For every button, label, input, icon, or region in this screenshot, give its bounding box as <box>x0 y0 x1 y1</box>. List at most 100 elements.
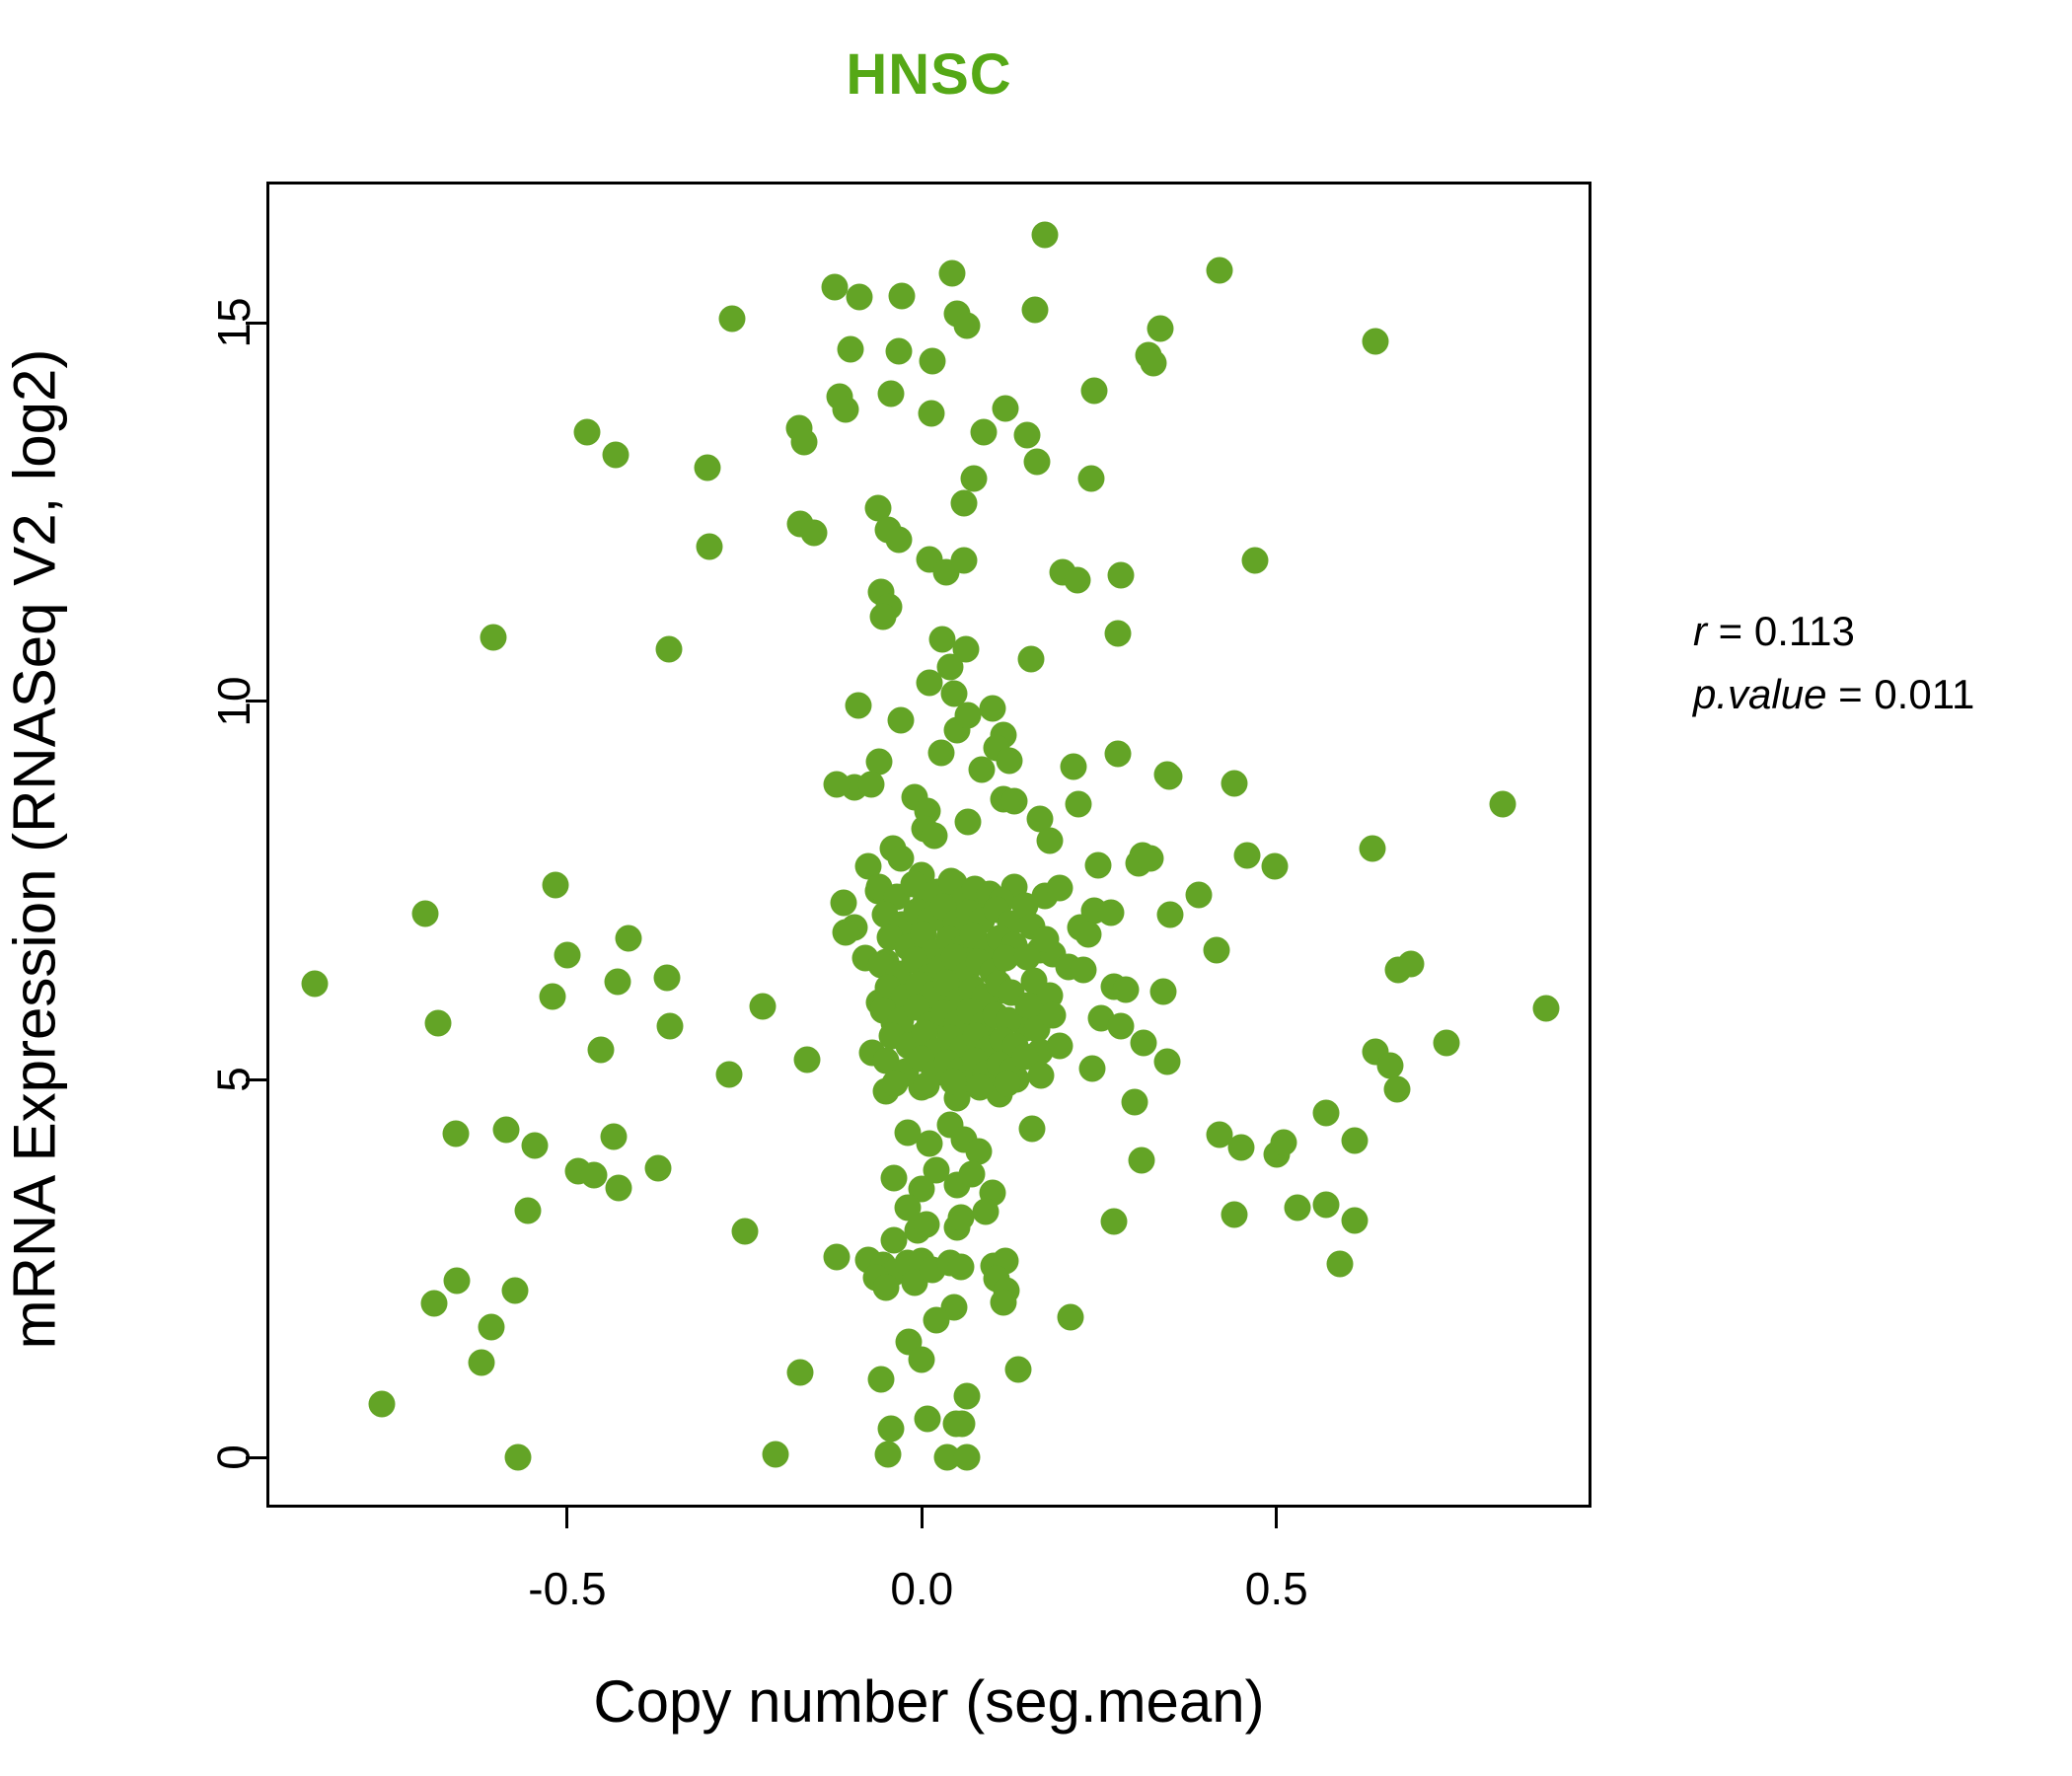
r-var: r <box>1693 608 1707 654</box>
y-axis-tick-label: 15 <box>208 297 259 348</box>
data-point <box>468 1349 495 1376</box>
plot-area: -0.5 0.0 0.5 0 5 10 15 <box>208 182 1591 1614</box>
data-point <box>411 900 439 927</box>
data-point <box>992 395 1019 422</box>
data-point <box>1064 566 1091 594</box>
x-axis-tick <box>920 1505 924 1528</box>
x-axis-tick-label: -0.5 <box>528 1563 607 1614</box>
data-point <box>874 1441 902 1468</box>
data-point <box>731 1218 759 1245</box>
data-point <box>927 739 955 767</box>
data-point <box>1227 1134 1255 1161</box>
data-point <box>958 1160 986 1188</box>
y-axis-title: mRNA Expression (RNASeq V2, log2) <box>1 348 68 1350</box>
p-eq: = <box>1826 671 1875 717</box>
data-point <box>501 1277 529 1304</box>
data-point <box>1149 978 1177 1005</box>
data-point <box>1104 620 1132 647</box>
y-axis-tick-label: 10 <box>208 676 259 727</box>
data-point <box>846 283 873 311</box>
data-point <box>908 1346 935 1373</box>
data-point <box>938 259 966 287</box>
data-point <box>947 1253 975 1281</box>
data-point <box>1013 421 1041 449</box>
data-point <box>749 993 777 1020</box>
data-point <box>914 1405 941 1433</box>
data-point <box>539 983 566 1010</box>
data-point <box>605 1174 632 1202</box>
data-point <box>424 1009 452 1037</box>
data-point <box>1312 1099 1340 1127</box>
data-point <box>615 925 642 952</box>
data-point <box>587 1036 615 1064</box>
data-point <box>715 1061 743 1088</box>
data-point <box>1104 740 1132 768</box>
p-var: p.value <box>1693 671 1827 717</box>
p-value: 0.011 <box>1874 671 1975 717</box>
data-point <box>823 771 851 798</box>
x-axis-title: Copy number (seg.mean) <box>593 1668 1265 1735</box>
data-point <box>1065 790 1092 818</box>
data-point <box>1140 349 1167 377</box>
data-point <box>1080 377 1108 405</box>
data-point <box>1383 1075 1411 1103</box>
data-point <box>1206 257 1233 284</box>
data-point <box>885 337 913 365</box>
data-point <box>947 1204 975 1231</box>
data-point <box>694 454 720 481</box>
data-point <box>1147 315 1174 342</box>
data-point <box>1221 770 1248 796</box>
y-axis-tick <box>246 1455 269 1459</box>
data-point <box>656 1012 684 1040</box>
data-point <box>994 1070 1021 1097</box>
data-point <box>301 970 329 998</box>
data-point <box>880 1226 908 1254</box>
data-point <box>1341 1207 1369 1234</box>
data-point <box>790 428 818 456</box>
data-point <box>1100 1208 1128 1235</box>
data-point <box>786 1359 814 1386</box>
data-point <box>919 347 946 375</box>
data-point <box>972 1198 999 1225</box>
data-point <box>442 1120 470 1147</box>
data-point <box>655 635 683 663</box>
data-point <box>554 941 581 969</box>
data-point <box>1221 1201 1248 1228</box>
data-point <box>1376 1052 1404 1078</box>
data-point <box>420 1290 448 1317</box>
data-point <box>443 1267 471 1295</box>
data-point <box>990 1289 1017 1316</box>
data-point <box>1057 1303 1084 1331</box>
data-point <box>885 526 913 554</box>
data-point <box>1156 901 1184 928</box>
data-point <box>894 1194 922 1221</box>
data-point <box>1185 881 1213 909</box>
data-point <box>916 1130 942 1157</box>
data-point <box>830 889 857 917</box>
data-point <box>1018 1115 1046 1143</box>
data-point <box>970 418 998 446</box>
data-point <box>542 871 569 899</box>
data-point <box>888 282 916 310</box>
data-point <box>1097 899 1125 926</box>
data-point <box>948 1410 976 1438</box>
data-point <box>1153 1048 1181 1075</box>
data-point <box>939 1068 967 1095</box>
data-point <box>1017 645 1045 673</box>
data-point <box>604 968 631 996</box>
data-point <box>928 626 956 653</box>
data-point <box>1039 1001 1067 1029</box>
data-point <box>823 1243 851 1270</box>
data-point <box>1023 448 1051 476</box>
data-point <box>1032 925 1060 953</box>
data-point <box>793 1046 821 1073</box>
correlation-annotation: r = 0.113 p.value = 0.011 <box>1693 600 1974 726</box>
y-axis-tick <box>246 321 269 325</box>
data-point <box>480 624 507 651</box>
x-axis-tick-label: 0.5 <box>1244 1563 1308 1614</box>
data-point <box>923 1306 950 1334</box>
y-axis-tick <box>246 700 269 703</box>
data-point <box>880 1164 908 1192</box>
data-point <box>954 808 982 836</box>
